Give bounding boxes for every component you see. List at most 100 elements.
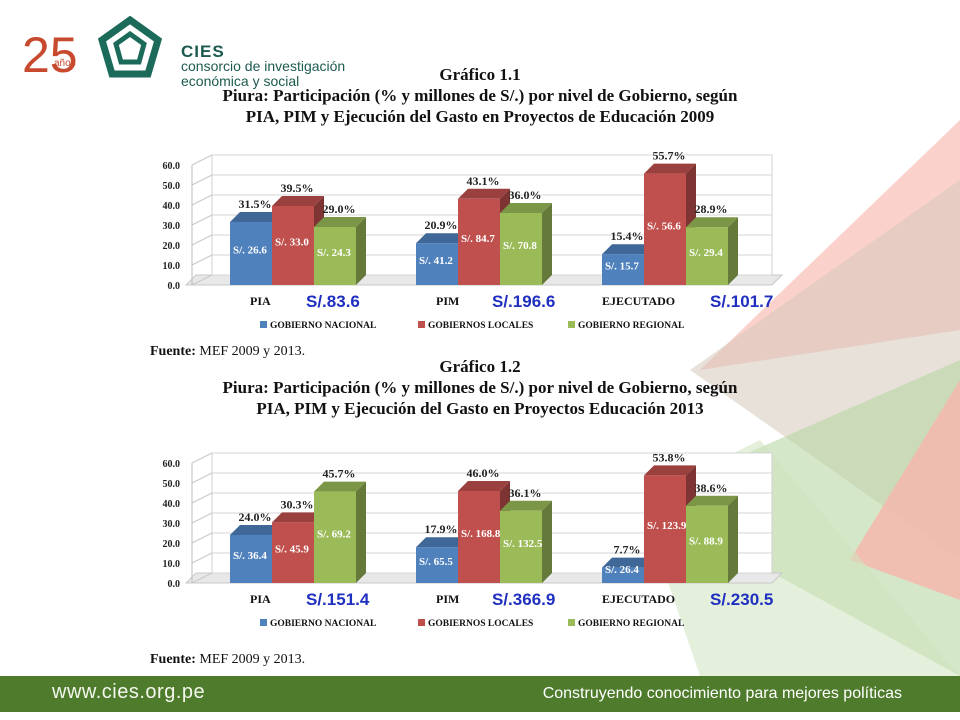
y-tick-label: 30.0 [163,221,181,232]
category-total-label: S/.366.9 [492,590,555,609]
bar-top [602,557,654,568]
chart-2-source: Fuente: MEF 2009 y 2013. [150,652,305,668]
bar-top [686,495,738,506]
grid-line-diagonal [191,234,213,246]
bar-percent-label: 28.9% [695,202,728,216]
bar-amount-label: S/. 84.7 [461,233,495,245]
bar-side [542,203,552,285]
legend-swatch [260,321,267,328]
bar [230,535,272,583]
logo-text: CIES consorcio de investigación económic… [181,42,345,89]
bar [686,505,728,583]
grid-line-diagonal [191,274,213,286]
category-total-label: S/.83.6 [306,292,360,311]
chart-1-source-label: Fuente: [150,344,196,359]
bar [644,475,686,583]
bar [602,567,644,583]
bar-amount-label: S/. 88.9 [689,535,723,547]
bar-amount-label: S/. 26.6 [233,245,267,257]
bar [500,213,542,285]
y-tick-label: 40.0 [163,201,181,212]
y-tick-label: 40.0 [163,499,181,510]
bar-amount-label: S/. 168.8 [461,528,501,540]
bar-percent-label: 45.7% [323,467,356,481]
bar-amount-label: S/. 123.9 [647,520,687,532]
bar [314,227,356,285]
bar-percent-label: 7.7% [614,543,641,557]
chart-2-title: Piura: Participación (% y millones de S/… [222,378,738,397]
bar-top [416,537,468,548]
category-total-label: S/.230.5 [710,590,773,609]
bar-top [314,217,366,227]
bar [458,491,500,583]
x-category-label: PIA [250,592,271,606]
bar [230,222,272,285]
x-category-label: EJECUTADO [602,294,675,308]
grid-line-diagonal [191,452,213,464]
footer-url-link[interactable]: www.cies.org.pe [52,681,206,703]
legend-swatch [568,619,575,626]
legend-entry: GOBIERNO NACIONAL [270,321,376,331]
footer-tagline: Construyendo conocimiento para mejores p… [542,685,902,702]
bar-top [500,500,552,511]
bar [458,198,500,285]
footer-bar: www.cies.org.pe Construyendo conocimient… [0,676,960,712]
y-tick-label: 50.0 [163,479,181,490]
legend-entry: GOBIERNO NACIONAL [270,619,376,629]
bar-amount-label: S/. 132.5 [503,538,543,550]
category-total-label: S/.196.6 [492,292,555,311]
y-tick-label: 0.0 [168,281,181,292]
bar-top [230,212,282,222]
grid-line-diagonal [191,214,213,226]
bar-top [272,512,324,523]
bar-amount-label: S/. 15.7 [605,261,639,273]
bar-amount-label: S/. 65.5 [419,556,453,568]
legend-entry: GOBIERNOS LOCALES [428,321,533,331]
y-tick-label: 20.0 [163,241,181,252]
chart-1-source: Fuente: MEF 2009 y 2013. [150,344,305,360]
legend-swatch [568,321,575,328]
x-category-label: EJECUTADO [602,592,675,606]
chart-2-source-text: MEF 2009 y 2013. [199,652,306,667]
legend-entry: GOBIERNO REGIONAL [578,619,684,629]
grid-line-diagonal [191,552,213,564]
bar [602,254,644,285]
bar-top [458,188,510,199]
chart-1-source-text: MEF 2009 y 2013. [199,344,306,359]
grid-line-diagonal [191,492,213,504]
bar-percent-label: 36.0% [509,188,542,202]
legend-swatch [260,619,267,626]
bar-top [500,203,552,213]
bar-percent-label: 15.4% [611,229,644,243]
grid-line-diagonal [191,154,213,166]
y-tick-label: 10.0 [163,559,181,570]
bar [416,243,458,285]
logo-years: 25 [22,27,78,82]
x-category-label: PIM [436,294,459,308]
bar-percent-label: 46.0% [467,466,500,480]
grid-line-diagonal [191,254,213,266]
bar [644,173,686,285]
bar-amount-label: S/. 24.3 [317,247,351,259]
chart-1-label: Gráfico 1.1 [439,65,521,84]
bar [314,491,356,583]
bar-side [728,495,738,583]
legend-swatch [418,321,425,328]
bar-top [416,233,468,244]
bar-percent-label: 29.0% [323,202,356,216]
y-tick-label: 60.0 [163,161,181,172]
chart-2-label: Gráfico 1.2 [439,357,521,376]
cies-logo: 25 años CIES consorcio de investigación … [18,15,382,89]
logo-brand: CIES [181,42,225,61]
x-category-label: PIA [250,294,271,308]
grid-line-diagonal [191,472,213,484]
category-total-label: S/.151.4 [306,590,370,609]
legend-swatch [418,619,425,626]
bar-percent-label: 20.9% [425,218,458,232]
bar-amount-label: S/. 33.0 [275,237,309,249]
chart-1-title-block: Gráfico 1.1 Piura: Participación (% y mi… [150,64,810,127]
bar-percent-label: 30.3% [281,497,314,511]
bar-percent-label: 36.1% [509,486,542,500]
bar-amount-label: S/. 45.9 [275,544,309,556]
cies-logo-mark: 25 años [18,15,382,83]
